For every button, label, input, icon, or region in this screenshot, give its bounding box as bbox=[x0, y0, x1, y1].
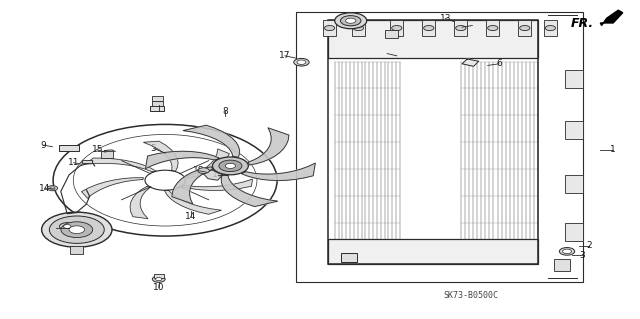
Bar bbox=[70, 246, 83, 254]
Circle shape bbox=[392, 26, 402, 31]
Text: 10: 10 bbox=[153, 283, 164, 292]
Circle shape bbox=[424, 26, 434, 31]
Bar bbox=[59, 145, 79, 151]
Circle shape bbox=[61, 222, 93, 238]
Circle shape bbox=[42, 212, 112, 247]
Bar bbox=[454, 20, 467, 36]
Text: 6: 6 bbox=[497, 59, 502, 68]
Text: 9: 9 bbox=[41, 141, 46, 150]
Circle shape bbox=[156, 278, 162, 281]
Bar bbox=[352, 20, 365, 36]
Bar bbox=[385, 30, 398, 38]
Bar bbox=[565, 121, 583, 139]
Bar bbox=[486, 20, 499, 36]
Circle shape bbox=[346, 18, 356, 23]
Text: 3: 3 bbox=[580, 251, 585, 260]
Text: 18: 18 bbox=[193, 166, 204, 175]
Polygon shape bbox=[81, 178, 143, 198]
Circle shape bbox=[563, 249, 572, 254]
Text: 13: 13 bbox=[440, 14, 451, 23]
Polygon shape bbox=[186, 149, 229, 178]
Text: 12: 12 bbox=[467, 21, 478, 30]
Circle shape bbox=[225, 163, 236, 168]
Polygon shape bbox=[204, 170, 223, 180]
Text: 17: 17 bbox=[279, 51, 291, 60]
Bar bbox=[152, 96, 163, 101]
Bar bbox=[518, 20, 531, 36]
Text: 15: 15 bbox=[92, 145, 103, 154]
Bar bbox=[565, 175, 583, 193]
Circle shape bbox=[219, 160, 242, 172]
Circle shape bbox=[294, 58, 309, 66]
Bar bbox=[154, 274, 164, 278]
Circle shape bbox=[69, 226, 84, 234]
Polygon shape bbox=[182, 179, 252, 190]
Text: FR.: FR. bbox=[571, 17, 594, 30]
Text: SK73-B0500C: SK73-B0500C bbox=[443, 291, 498, 300]
Polygon shape bbox=[130, 186, 150, 219]
Polygon shape bbox=[143, 141, 178, 171]
Circle shape bbox=[47, 186, 58, 191]
Circle shape bbox=[335, 13, 367, 29]
Circle shape bbox=[297, 60, 306, 64]
Circle shape bbox=[324, 26, 335, 31]
Circle shape bbox=[198, 168, 209, 174]
Circle shape bbox=[520, 26, 530, 31]
Bar bbox=[328, 239, 538, 264]
Circle shape bbox=[456, 26, 466, 31]
Text: 2: 2 bbox=[586, 241, 591, 250]
Bar bbox=[150, 106, 164, 111]
Circle shape bbox=[488, 26, 498, 31]
Polygon shape bbox=[462, 59, 479, 66]
Circle shape bbox=[49, 216, 104, 243]
Circle shape bbox=[50, 187, 55, 189]
Circle shape bbox=[152, 276, 165, 282]
Bar bbox=[390, 20, 403, 36]
Bar bbox=[328, 20, 538, 58]
Text: 14: 14 bbox=[39, 184, 51, 193]
Text: 7: 7 bbox=[156, 101, 161, 110]
Bar bbox=[565, 223, 583, 241]
Polygon shape bbox=[241, 163, 316, 181]
Text: 16: 16 bbox=[212, 170, 223, 179]
Text: 14: 14 bbox=[185, 212, 196, 221]
Bar bbox=[82, 160, 92, 163]
Polygon shape bbox=[172, 167, 212, 204]
Bar bbox=[554, 259, 570, 271]
Bar bbox=[544, 20, 557, 36]
Bar bbox=[296, 12, 583, 282]
Bar bbox=[422, 20, 435, 36]
Circle shape bbox=[60, 223, 75, 230]
Text: 1: 1 bbox=[611, 145, 616, 154]
Polygon shape bbox=[145, 151, 220, 169]
Polygon shape bbox=[248, 128, 289, 165]
Text: 5: 5 bbox=[151, 144, 156, 153]
Polygon shape bbox=[221, 174, 278, 206]
Polygon shape bbox=[164, 190, 221, 214]
Text: 17: 17 bbox=[381, 49, 393, 58]
Text: 8: 8 bbox=[223, 107, 228, 115]
Circle shape bbox=[212, 157, 248, 175]
Circle shape bbox=[559, 248, 575, 255]
Bar bbox=[328, 20, 538, 264]
Bar bbox=[152, 101, 163, 106]
Polygon shape bbox=[600, 10, 623, 26]
Circle shape bbox=[353, 26, 364, 31]
Bar bbox=[341, 253, 357, 262]
Circle shape bbox=[63, 225, 71, 228]
Polygon shape bbox=[85, 158, 156, 172]
Text: 4: 4 bbox=[54, 224, 59, 233]
Bar bbox=[565, 70, 583, 88]
Circle shape bbox=[545, 26, 556, 31]
Polygon shape bbox=[183, 125, 239, 157]
Text: 11: 11 bbox=[68, 158, 79, 167]
Bar bbox=[323, 20, 336, 36]
Bar bbox=[101, 151, 113, 158]
Circle shape bbox=[340, 16, 361, 26]
